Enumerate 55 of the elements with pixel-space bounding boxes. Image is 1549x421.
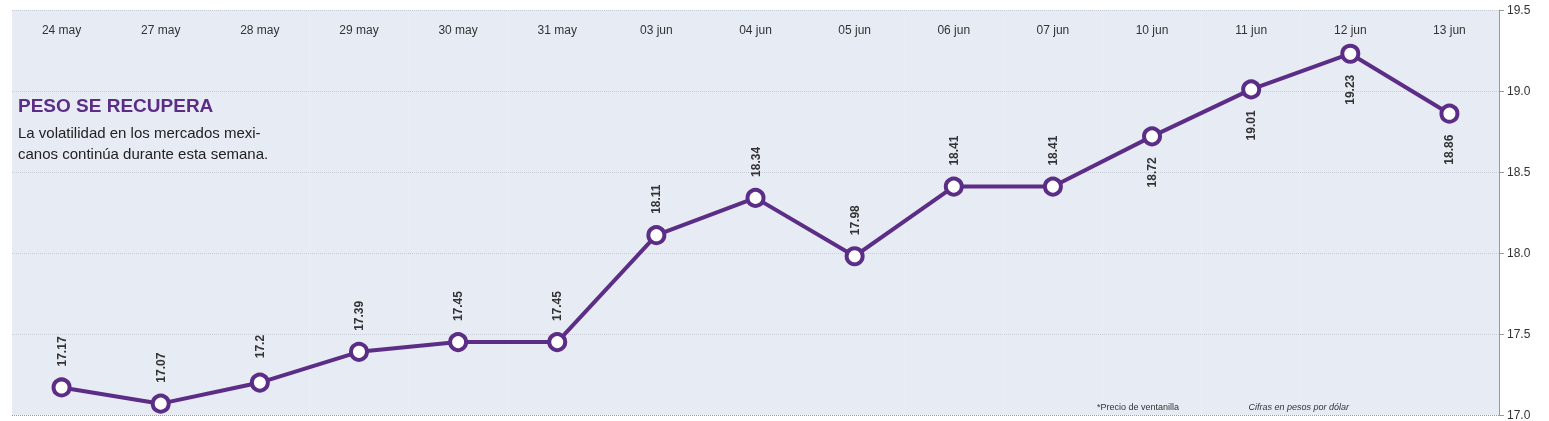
point — [1241, 79, 1262, 100]
x-tick-label: 05 jun — [838, 23, 871, 37]
data-label: 17.39 — [351, 300, 366, 331]
data-label: 18.86 — [1442, 134, 1457, 165]
y-tick-label: 19.5 — [1507, 3, 1531, 17]
x-tick-label: 12 jun — [1333, 23, 1367, 37]
point — [1439, 103, 1460, 124]
x-tick-label: 10 jun — [1135, 23, 1169, 37]
data-label: 18.11 — [649, 184, 664, 214]
data-label: 18.72 — [1145, 157, 1160, 188]
point — [1340, 43, 1361, 64]
data-label: 18.41 — [946, 135, 961, 166]
data-label: 17.2 — [252, 334, 267, 359]
point — [844, 246, 865, 267]
point — [51, 377, 72, 398]
annotation: *Precio de ventanilla — [1096, 401, 1180, 412]
data-label: 17.45 — [451, 290, 466, 322]
point — [547, 332, 568, 353]
data-label: 17.17 — [54, 336, 69, 367]
data-label: 17.07 — [153, 352, 168, 383]
x-tick-label: 07 jun — [1036, 23, 1070, 37]
point — [1142, 126, 1163, 147]
y-tick-label: 17.5 — [1507, 327, 1531, 341]
point — [348, 341, 369, 362]
y-tick-label: 19.0 — [1507, 84, 1531, 98]
point — [150, 393, 171, 414]
x-tick-label: 11 jun — [1235, 23, 1268, 37]
y-tick-label: 18.0 — [1507, 246, 1531, 260]
x-tick-label: 24 may — [41, 23, 82, 37]
data-label: 17.45 — [550, 290, 565, 322]
data-label: 18.41 — [1045, 135, 1060, 166]
x-tick-label: 06 jun — [937, 23, 971, 37]
data-label: 17.98 — [847, 204, 862, 236]
data-label: 19.23 — [1343, 74, 1358, 105]
x-tick-label: 28 may — [240, 23, 280, 37]
point — [249, 372, 270, 393]
text: PESO SE RECUPERA — [18, 95, 214, 116]
x-tick-label: 13 jun — [1433, 23, 1466, 37]
x-tick-label: 27 may — [141, 23, 181, 37]
point — [1042, 176, 1063, 197]
x-tick-label: 31 may — [537, 23, 577, 37]
data-label: 18.34 — [748, 146, 763, 177]
text: La volatilidad en los mercados mexi- canos continúa durante esta semana. — [18, 124, 269, 162]
data-label: 19.01 — [1244, 110, 1259, 141]
x-tick-label: 03 jun — [640, 23, 673, 37]
x-tick-label: 04 jun — [739, 23, 772, 37]
point — [448, 332, 469, 353]
point — [943, 176, 964, 197]
y-tick-label: 17.0 — [1507, 408, 1531, 421]
point — [745, 187, 766, 208]
x-tick-label: 30 may — [438, 23, 478, 37]
y-tick-label: 18.5 — [1507, 165, 1531, 179]
point — [646, 225, 667, 246]
annotation: Cifras en pesos por dólar — [1248, 401, 1350, 412]
x-tick-label: 29 may — [339, 23, 379, 37]
